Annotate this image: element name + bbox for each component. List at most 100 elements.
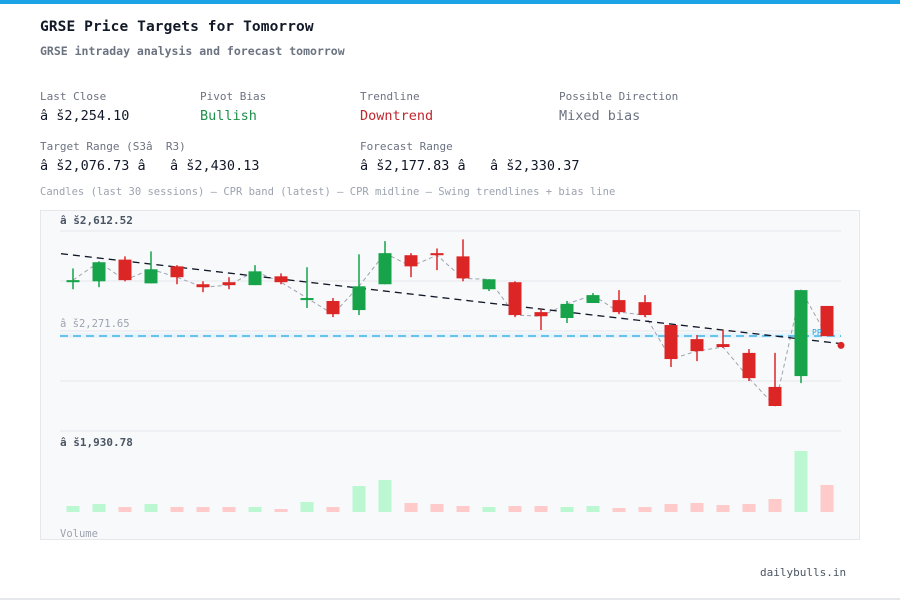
candle bbox=[820, 305, 834, 337]
volume-bar bbox=[196, 507, 210, 512]
stat-value: â š2,076.73 â â š2,430.13 bbox=[40, 158, 260, 174]
candle bbox=[300, 267, 314, 309]
candle-body bbox=[66, 280, 80, 283]
close-path-line bbox=[72, 252, 828, 408]
candle-body bbox=[222, 282, 236, 286]
candle-body bbox=[560, 303, 574, 318]
candle bbox=[612, 290, 626, 315]
stat-value: Mixed bias bbox=[559, 108, 641, 124]
candle-body bbox=[352, 286, 366, 311]
stat-possible-direction: Possible Direction Mixed bias bbox=[559, 90, 678, 125]
page-subtitle: GRSE intraday analysis and forecast tomo… bbox=[40, 44, 345, 58]
candle bbox=[248, 265, 262, 286]
candle bbox=[274, 273, 288, 285]
volume-bar bbox=[404, 503, 418, 512]
candle-body bbox=[300, 298, 314, 301]
volume-bar bbox=[768, 499, 782, 512]
volume-bar bbox=[118, 507, 132, 512]
volume-bars bbox=[66, 451, 834, 512]
volume-bar bbox=[248, 507, 262, 512]
top-accent-bar bbox=[0, 0, 900, 4]
volume-bar bbox=[742, 504, 756, 512]
candle-body bbox=[638, 302, 652, 316]
candle bbox=[92, 261, 106, 288]
candle-body bbox=[742, 352, 756, 379]
candle-body bbox=[196, 284, 210, 288]
y-max-label: â š2,612.52 bbox=[60, 214, 133, 227]
gridlines bbox=[60, 230, 841, 432]
candle bbox=[66, 268, 80, 290]
volume-bar bbox=[456, 506, 470, 512]
candlestick-chart-svg: â š2,612.52 â š2,271.65 â š1,930.78 Volu… bbox=[60, 214, 845, 540]
candle-body bbox=[664, 325, 678, 360]
candle-body bbox=[820, 305, 834, 337]
page-title: GRSE Price Targets for Tomorrow bbox=[40, 19, 314, 35]
candle bbox=[144, 251, 158, 284]
volume-bar bbox=[560, 507, 574, 512]
candle bbox=[690, 335, 704, 362]
candle bbox=[508, 281, 522, 318]
volume-bar bbox=[222, 507, 236, 512]
candle bbox=[716, 330, 730, 348]
cpr-mid-label: â š2,271.65 bbox=[60, 318, 130, 330]
candle bbox=[118, 256, 132, 282]
price-chart: â š2,612.52 â š2,271.65 â š1,930.78 Volu… bbox=[40, 210, 860, 540]
axis-labels: â š2,612.52 â š2,271.65 â š1,930.78 Volu… bbox=[60, 214, 822, 540]
volume-bar bbox=[586, 506, 600, 512]
volume-bar bbox=[378, 480, 392, 512]
volume-bar bbox=[612, 508, 626, 512]
candle-body bbox=[430, 253, 444, 256]
stat-label: Last Close bbox=[40, 90, 107, 103]
trendline bbox=[60, 253, 840, 345]
candle-body bbox=[794, 290, 808, 377]
candle bbox=[196, 281, 210, 293]
candle bbox=[586, 293, 600, 304]
swing-trendline bbox=[60, 253, 840, 345]
volume-bar bbox=[508, 506, 522, 512]
candle-body bbox=[456, 256, 470, 279]
volume-bar bbox=[820, 485, 834, 512]
volume-bar bbox=[638, 507, 652, 512]
volume-bar bbox=[300, 502, 314, 512]
candle bbox=[170, 265, 184, 285]
candle-body bbox=[508, 282, 522, 316]
candle bbox=[794, 290, 808, 384]
volume-bar bbox=[534, 506, 548, 512]
candles bbox=[66, 239, 845, 406]
stat-label: Target Range (S3â R3) bbox=[40, 140, 186, 153]
chart-caption: Candles (last 30 sessions) – CPR band (l… bbox=[40, 186, 616, 198]
candle-body bbox=[378, 253, 392, 285]
stat-trendline: Trendline Downtrend bbox=[360, 90, 433, 125]
candle bbox=[482, 279, 496, 291]
candle bbox=[638, 295, 652, 318]
cpr-band-tag: PP bbox=[812, 328, 822, 337]
stat-value: Bullish bbox=[200, 108, 257, 124]
candle-body bbox=[248, 271, 262, 286]
stat-label: Trendline bbox=[360, 90, 420, 103]
volume-bar bbox=[690, 503, 704, 512]
candle-body bbox=[690, 339, 704, 352]
volume-bar bbox=[794, 451, 808, 512]
stat-value: â š2,254.10 bbox=[40, 108, 130, 124]
footer-brand: dailybulls.in bbox=[760, 566, 847, 579]
stat-target-range: Target Range (S3â R3) â š2,076.73 â â š2… bbox=[40, 140, 259, 175]
candle-body bbox=[326, 300, 340, 315]
candle-body bbox=[144, 269, 158, 284]
stat-pivot-bias: Pivot Bias Bullish bbox=[200, 90, 266, 125]
candle-body bbox=[274, 276, 288, 283]
candle-body bbox=[404, 255, 418, 267]
candle bbox=[430, 248, 444, 271]
candle bbox=[742, 349, 756, 382]
candle bbox=[352, 254, 366, 316]
cpr-band bbox=[60, 333, 841, 338]
candle bbox=[560, 300, 574, 323]
candle bbox=[404, 253, 418, 278]
volume-bar bbox=[92, 504, 106, 512]
candle bbox=[664, 325, 678, 367]
stat-last-close: Last Close â š2,254.10 bbox=[40, 90, 129, 125]
candle bbox=[534, 309, 548, 331]
candle-body bbox=[586, 295, 600, 304]
stat-value: â š2,177.83 â â š2,330.37 bbox=[360, 158, 580, 174]
candle bbox=[768, 352, 782, 406]
candle bbox=[326, 298, 340, 318]
